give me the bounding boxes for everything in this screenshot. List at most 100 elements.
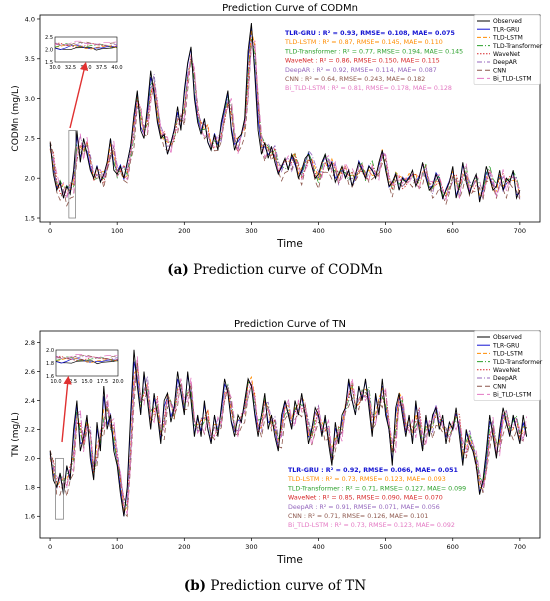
y-tick-label: 3.0: [25, 95, 35, 103]
y-axis-label: CODMn (mg/L): [11, 85, 21, 151]
legend-entry: TLR-GRU: [492, 26, 520, 33]
inset-x-tick-label: 35.0: [80, 65, 91, 71]
inset-y-tick-label: 2.0: [45, 48, 53, 54]
x-tick-label: 400: [312, 227, 324, 235]
y-tick-label: 2.0: [25, 455, 35, 463]
zoom-arrow: [61, 375, 72, 443]
metrics-annotation: CNN : R² = 0.64, RMSE= 0.243, MAE= 0.182: [285, 76, 425, 83]
x-tick-label: 100: [111, 227, 123, 235]
inset-x-tick-label: 17.5: [97, 379, 108, 385]
inset-line: [54, 44, 118, 50]
inset-y-tick-label: 1.5: [45, 60, 53, 66]
series-line-bi-tld-lstm: [49, 40, 521, 201]
y-axis-label: TN (mg/L): [11, 412, 21, 458]
legend-entry: TLD-LSTM: [492, 351, 523, 358]
legend-entry: Bi_TLD-LSTM: [493, 392, 532, 399]
chart-title: Prediction Curve of TN: [234, 319, 346, 330]
x-tick-label: 500: [379, 227, 391, 235]
legend-entry: Observed: [493, 18, 522, 25]
zoom-arrow: [69, 61, 89, 129]
inset-x-tick-label: 20.0: [112, 379, 123, 385]
inset-line: [55, 360, 119, 365]
x-axis-label: Time: [276, 554, 303, 566]
inset-y-tick-label: 1.6: [46, 374, 54, 380]
y-tick-label: 3.5: [25, 55, 35, 63]
legend-entry: TLD-Transformer: [492, 359, 543, 366]
y-tick-label: 2.0: [25, 175, 35, 183]
y-tick-label: 2.6: [25, 368, 35, 376]
legend-entry: WaveNet: [493, 367, 521, 374]
x-tick-label: 700: [514, 543, 526, 551]
inset-zoom: 30.0 32.5 35.0 37.5 40.0 1.5 2.0 2.5: [45, 35, 123, 71]
y-tick-label: 1.5: [25, 214, 35, 222]
series-lines: [49, 22, 521, 208]
y-tick-label: 4.0: [25, 15, 35, 23]
metrics-annotation: Bi_TLD-LSTM : R² = 0.81, RMSE= 0.178, MA…: [285, 85, 452, 92]
metrics-annotation: DeepAR : R² = 0.91, RMSE= 0.071, MAE= 0.…: [288, 504, 440, 511]
metrics-annotation: TLR-GRU : R² = 0.92, RMSE= 0.066, MAE= 0…: [288, 467, 458, 474]
plot-frame: [39, 330, 541, 539]
chart-title: Prediction Curve of CODMn: [222, 3, 358, 14]
y-tick-label: 2.2: [25, 426, 35, 434]
metrics-annotation: TLR-GRU : R² = 0.93, RMSE= 0.108, MAE= 0…: [285, 30, 455, 37]
legend-entry: CNN: [493, 67, 506, 74]
metrics-annotation: TLD-Transformer : R² = 0.77, RMSE= 0.194…: [284, 48, 463, 55]
series-line-tld-transformer: [49, 38, 521, 197]
series-line-bi-tld-lstm: [49, 356, 527, 514]
x-tick-label: 300: [245, 227, 257, 235]
inset-zoom: 10.0 12.5 15.0 17.5 20.01.61.82.0: [46, 348, 124, 385]
chart-codmn: Prediction Curve of CODMn 0 100 200 300 400 50…: [11, 3, 543, 250]
metrics-annotation: Bi_TLD-LSTM : R² = 0.73, RMSE= 0.123, MA…: [288, 522, 455, 529]
x-tick-label: 600: [447, 543, 459, 551]
legend-entry: TLR-GRU: [492, 342, 520, 349]
zoom-region-box: [55, 457, 64, 520]
plot-frame: [39, 14, 541, 223]
x-tick-label: 400: [312, 543, 324, 551]
caption-b: (b) Prediction curve of TN: [183, 578, 367, 594]
metrics-annotation: CNN : R² = 0.71, RMSE= 0.126, MAE= 0.101: [288, 513, 428, 520]
legend-entry: TLD-Transformer: [492, 43, 543, 50]
x-tick-label: 700: [514, 227, 526, 235]
metrics-annotation: TLD-LSTM : R² = 0.87, RMSE= 0.145, MAE= …: [284, 39, 443, 46]
legend-entry: WaveNet: [493, 51, 521, 58]
y-tick-label: 1.6: [25, 513, 35, 521]
x-tick-label: 200: [178, 543, 190, 551]
inset-line: [54, 40, 118, 46]
zoom-region-box: [68, 130, 76, 219]
legend-entry: DeepAR: [493, 59, 517, 66]
y-tick-label: 1.8: [25, 484, 35, 492]
inset-x-tick-label: 30.0: [49, 65, 60, 71]
metrics-annotation: DeepAR : R² = 0.92, RMSE= 0.114, MAE= 0.…: [285, 67, 437, 74]
caption-a: (a) Prediction curve of CODMn: [167, 262, 383, 278]
x-tick-label: 100: [111, 543, 123, 551]
inset-x-tick-label: 37.5: [96, 65, 107, 71]
y-tick-label: 2.8: [25, 339, 35, 347]
legend-entry: Bi_TLD-LSTM: [493, 76, 532, 83]
inset-x-tick-label: 10.0: [50, 379, 61, 385]
x-tick-label: 500: [379, 543, 391, 551]
x-tick-label: 600: [447, 227, 459, 235]
legend-entry: CNN: [493, 383, 506, 390]
legend-box: [473, 14, 541, 85]
metrics-annotation: WaveNet : R² = 0.86, RMSE= 0.150, MAE= 0…: [285, 58, 440, 65]
inset-y-tick-label: 2.5: [45, 35, 53, 41]
y-tick-label: 2.5: [25, 135, 35, 143]
inset-x-tick-label: 40.0: [111, 65, 122, 71]
y-tick-label: 2.4: [25, 397, 35, 405]
metrics-annotation: TLD-Transformer : R² = 0.71, RMSE= 0.127…: [287, 485, 466, 492]
x-tick-label: 300: [245, 543, 257, 551]
inset-x-tick-label: 15.0: [81, 379, 92, 385]
legend-box: [473, 330, 541, 401]
x-axis-label: Time: [276, 238, 303, 250]
series-lines: [49, 349, 528, 518]
legend-entry: TLD-LSTM: [492, 35, 523, 42]
inset-line: [55, 358, 119, 363]
inset-x-tick-label: 32.5: [65, 65, 76, 71]
inset-line: [55, 353, 119, 359]
series-line-observed: [49, 349, 528, 517]
inset-y-tick-label: 2.0: [46, 348, 54, 354]
series-line-observed: [49, 22, 521, 203]
